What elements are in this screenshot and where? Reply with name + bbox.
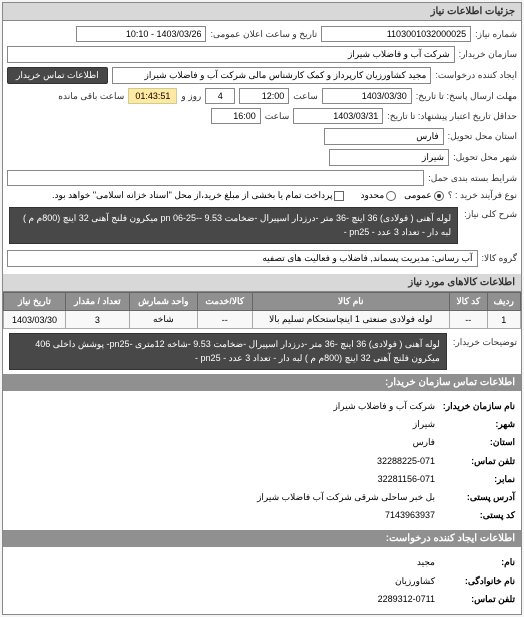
col-type: کالا/خدمت: [197, 293, 252, 311]
radio-dot-icon: [386, 191, 396, 201]
contact-header-2: اطلاعات ایجاد کننده درخواست:: [3, 530, 521, 547]
days-label: روز و: [181, 91, 201, 102]
validity-date-field: 1403/03/31: [293, 108, 383, 124]
creator-field: مجید کشاورزیان کارپرداز و کمک کارشناس ما…: [112, 67, 432, 84]
c-phone: 32288225-071: [377, 453, 435, 469]
c-phone2: 2289312-0711: [378, 591, 435, 607]
main-key-box: لوله آهنی ( فولادی) 36 اینچ -36 متر -درز…: [9, 207, 458, 244]
contact-section-1: نام سازمان خریدار:شرکت آب و فاضلاب شیراز…: [3, 391, 521, 530]
c-org: شرکت آب و فاضلاب شیراز: [333, 398, 435, 414]
province-field: فارس: [324, 128, 444, 145]
col-row: ردیف: [487, 293, 520, 311]
col-unit: واحد شمارش: [129, 293, 197, 311]
days-field: 4: [205, 88, 235, 104]
c-postal: 7143963937: [385, 507, 435, 523]
c-phone2-label: تلفن تماس:: [435, 591, 515, 607]
c-family-label: نام خانوادگی:: [435, 573, 515, 589]
items-table: ردیف کد کالا نام کالا کالا/خدمت واحد شما…: [3, 292, 521, 329]
col-name: نام کالا: [252, 293, 450, 311]
panel-title: جزئیات اطلاعات نیاز: [3, 3, 521, 21]
c-fax: 32281156-071: [378, 471, 435, 487]
c-city: شیراز: [413, 416, 435, 432]
cell-qty: 3: [66, 311, 130, 329]
shipping-label: شرایط بسته بندی حمل:: [428, 173, 517, 184]
table-header-row: ردیف کد کالا نام کالا کالا/خدمت واحد شما…: [4, 293, 521, 311]
cell-unit: شاخه: [129, 311, 197, 329]
request-no-label: شماره نیاز:: [475, 29, 517, 40]
cell-row: 1: [487, 311, 520, 329]
buyer-org-label: سازمان خریدار:: [459, 49, 517, 60]
col-qty: تعداد / مقدار: [66, 293, 130, 311]
c-address: بل خبر ساحلی شرقی شرکت آب فاضلاب شیراز: [257, 489, 435, 505]
radio-limited[interactable]: محدود: [360, 190, 396, 201]
creator-label: ایجاد کننده درخواست:: [435, 70, 517, 81]
items-header: اطلاعات کالاهای مورد نیاز: [3, 274, 521, 292]
timer-suffix: ساعت باقی مانده: [58, 91, 124, 102]
group-field: آب رسانی: مدیریت پسماند, فاضلاب و فعالیت…: [7, 250, 478, 267]
cell-name: لوله فولادی صنعتی 1 اینچاستحکام تسلیم با…: [252, 311, 450, 329]
main-panel: جزئیات اطلاعات نیاز شماره نیاز: 11030010…: [2, 2, 522, 615]
validity-label: حداقل تاریخ اعتبار پیشنهاد: تا تاریخ:: [387, 111, 517, 122]
request-no-field: 1103001032000025: [321, 26, 471, 42]
contact-info-button[interactable]: اطلاعات تماس خریدار: [7, 67, 108, 84]
time-label-2: ساعت: [265, 111, 290, 122]
c-family: کشاورزیان: [395, 573, 435, 589]
buyer-org-field: شرکت آب و فاضلاب شیراز: [7, 46, 455, 63]
checkbox-icon: [334, 191, 344, 201]
announce-field: 1403/03/26 - 10:10: [76, 26, 206, 42]
c-postal-label: کد پستی:: [435, 507, 515, 523]
cell-date: 1403/03/30: [4, 311, 66, 329]
c-name: مجید: [417, 554, 435, 570]
radio-public-label: عمومی: [404, 190, 432, 201]
c-phone-label: تلفن تماس:: [435, 453, 515, 469]
deadline-time-field: 12:00: [239, 88, 289, 104]
c-province-label: استان:: [435, 434, 515, 450]
radio-dot-icon: [434, 191, 444, 201]
city-field: شیراز: [329, 149, 449, 166]
radio-public[interactable]: عمومی: [404, 190, 444, 201]
buyer-desc-label: توضیحات خریدار:: [453, 331, 517, 372]
table-row[interactable]: 1 -- لوله فولادی صنعتی 1 اینچاستحکام تسل…: [4, 311, 521, 329]
countdown-timer: 01:43:51: [128, 88, 177, 104]
time-label-1: ساعت: [293, 91, 318, 102]
col-date: تاریخ نیاز: [4, 293, 66, 311]
contact-header-1: اطلاعات تماس سازمان خریدار:: [3, 374, 521, 391]
contact-section-2: نام:مجید نام خانوادگی:کشاورزیان تلفن تما…: [3, 547, 521, 614]
c-city-label: شهر:: [435, 416, 515, 432]
shipping-field: [7, 170, 424, 186]
city-label: شهر محل تحویل:: [453, 152, 517, 163]
validity-time-field: 16:00: [211, 108, 261, 124]
announce-label: تاریخ و ساعت اعلان عمومی:: [210, 29, 317, 40]
c-org-label: نام سازمان خریدار:: [435, 398, 515, 414]
purchase-type-label: نوع فرآیند خرید : ؟: [448, 190, 517, 201]
cell-type: --: [197, 311, 252, 329]
partial-payment-checkbox[interactable]: پرداخت تمام یا بخشی از مبلغ خرید،از محل …: [52, 190, 344, 201]
c-province: فارس: [413, 434, 435, 450]
c-name-label: نام:: [435, 554, 515, 570]
province-label: استان محل تحویل:: [448, 131, 517, 142]
purchase-type-radios: عمومی محدود: [360, 190, 443, 201]
group-label: گروه کالا:: [482, 253, 517, 264]
c-fax-label: نمابر:: [435, 471, 515, 487]
partial-payment-label: پرداخت تمام یا بخشی از مبلغ خرید،از محل …: [52, 190, 332, 201]
buyer-desc-box: لوله آهنی ( فولادی) 36 اینچ -36 متر -درز…: [9, 333, 447, 370]
main-key-label: شرح کلی نیاز:: [464, 205, 517, 246]
radio-limited-label: محدود: [360, 190, 384, 201]
deadline-date-field: 1403/03/30: [322, 88, 412, 104]
deadline-label: مهلت ارسال پاسخ: تا تاریخ:: [416, 91, 517, 102]
form-area: شماره نیاز: 1103001032000025 تاریخ و ساع…: [3, 21, 521, 272]
cell-code: --: [450, 311, 487, 329]
col-code: کد کالا: [450, 293, 487, 311]
c-address-label: آدرس پستی:: [435, 489, 515, 505]
